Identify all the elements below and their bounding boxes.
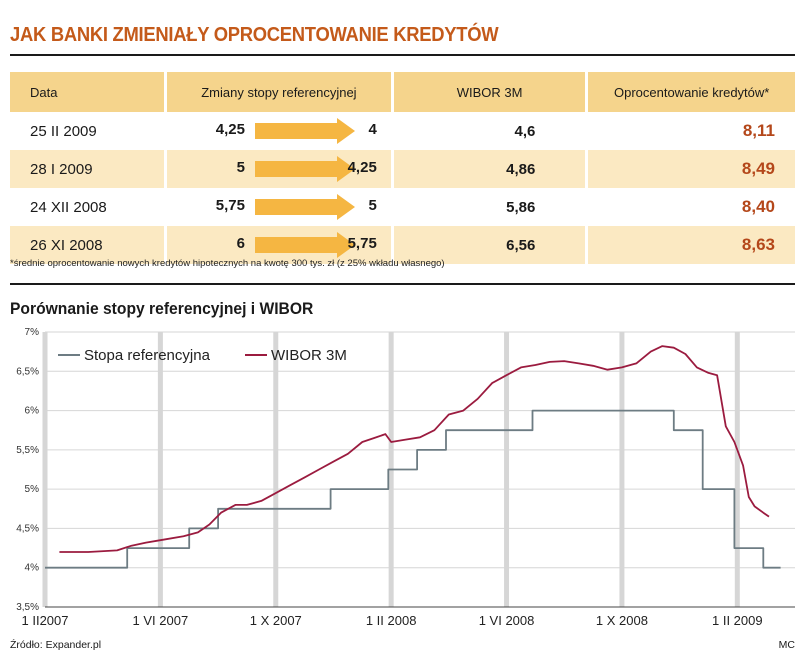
ref-to: 4,25 [347, 159, 377, 176]
series-line-reference-rate [45, 409, 781, 569]
y-tick-label: 4,5% [16, 523, 39, 534]
header-loan-rate: Oprocentowanie kredytów* [585, 72, 795, 112]
section-rule [10, 283, 795, 285]
header-wibor: WIBOR 3M [390, 72, 587, 112]
y-tick-label: 5,5% [16, 445, 39, 456]
chart-title: Porównanie stopy referencyjnej i WIBOR [10, 299, 314, 318]
table-row: 25 II 2009 4,25 4 4,6 8,11 [10, 112, 795, 150]
table-row: 26 XI 2008 6 5,75 6,56 8,63 [10, 226, 795, 264]
rates-table: Data Zmiany stopy referencyjnej WIBOR 3M… [10, 72, 795, 264]
row-wibor: 6,56 [390, 226, 587, 264]
y-tick-label: 6% [25, 406, 40, 417]
arrow-right-icon [254, 232, 355, 258]
ref-to: 5 [368, 197, 377, 214]
x-tick-label: 1 X 2008 [596, 613, 648, 628]
ref-from: 5,75 [215, 197, 245, 214]
y-tick-label: 7% [25, 327, 40, 338]
arrow-right-icon [254, 194, 355, 220]
y-tick-label: 4% [25, 563, 40, 574]
header-ref-changes: Zmiany stopy referencyjnej [163, 72, 393, 112]
table-row: 24 XII 2008 5,75 5 5,86 8,40 [10, 188, 795, 226]
table-header-row: Data Zmiany stopy referencyjnej WIBOR 3M… [10, 72, 795, 112]
x-tick-label: 1 X 2007 [250, 613, 302, 628]
title-rule [10, 54, 795, 56]
table-footnote: *średnie oprocentowanie nowych kredytów … [10, 258, 445, 269]
row-date: 26 XI 2008 [10, 226, 166, 264]
row-wibor: 5,86 [390, 188, 587, 226]
header-date: Data [10, 72, 166, 112]
row-loan-rate: 8,49 [585, 150, 795, 188]
y-tick-label: 3,5% [16, 602, 39, 613]
row-date: 24 XII 2008 [30, 198, 107, 216]
x-tick-label: 1 VI 2007 [133, 613, 189, 628]
credit-note: MC [778, 639, 795, 651]
arrow-right-icon [254, 118, 355, 144]
ref-to: 4 [368, 121, 377, 138]
y-tick-label: 5% [25, 484, 40, 495]
row-wibor: 4,86 [390, 150, 587, 188]
series-line-wibor [59, 345, 770, 553]
table-row: 28 I 2009 5 4,25 4,86 8,49 [10, 150, 795, 188]
x-tick-label: 1 II 2009 [712, 613, 763, 628]
row-date: 28 I 2009 [10, 150, 166, 188]
row-loan-rate: 8,63 [585, 226, 795, 264]
ref-from: 4,25 [215, 121, 245, 138]
page-title: JAK BANKI ZMIENIAŁY OPROCENTOWANIE KREDY… [10, 24, 499, 46]
row-date: 25 II 2009 [30, 122, 97, 140]
ref-from: 5 [236, 159, 245, 176]
source-note: Źródło: Expander.pl [10, 639, 102, 651]
legend-label: Stopa referencyjna [84, 347, 211, 364]
row-wibor: 4,6 [390, 112, 587, 150]
ref-from: 6 [236, 235, 245, 252]
y-tick-label: 6,5% [16, 366, 39, 377]
x-tick-label: 1 VI 2008 [479, 613, 535, 628]
x-tick-label: 1 II 2008 [366, 613, 417, 628]
line-chart: 3,5% 4% 4,5% 5% 5,5% 6% 6,5% 7% 1 II2007 1 VI 200… [16, 327, 795, 628]
arrow-right-icon [254, 156, 355, 182]
row-loan-rate: 8,11 [585, 112, 795, 150]
ref-to: 5,75 [347, 235, 377, 252]
row-loan-rate: 8,40 [585, 188, 795, 226]
x-tick-label: 1 II2007 [22, 613, 69, 628]
legend-label: WIBOR 3M [271, 347, 347, 364]
